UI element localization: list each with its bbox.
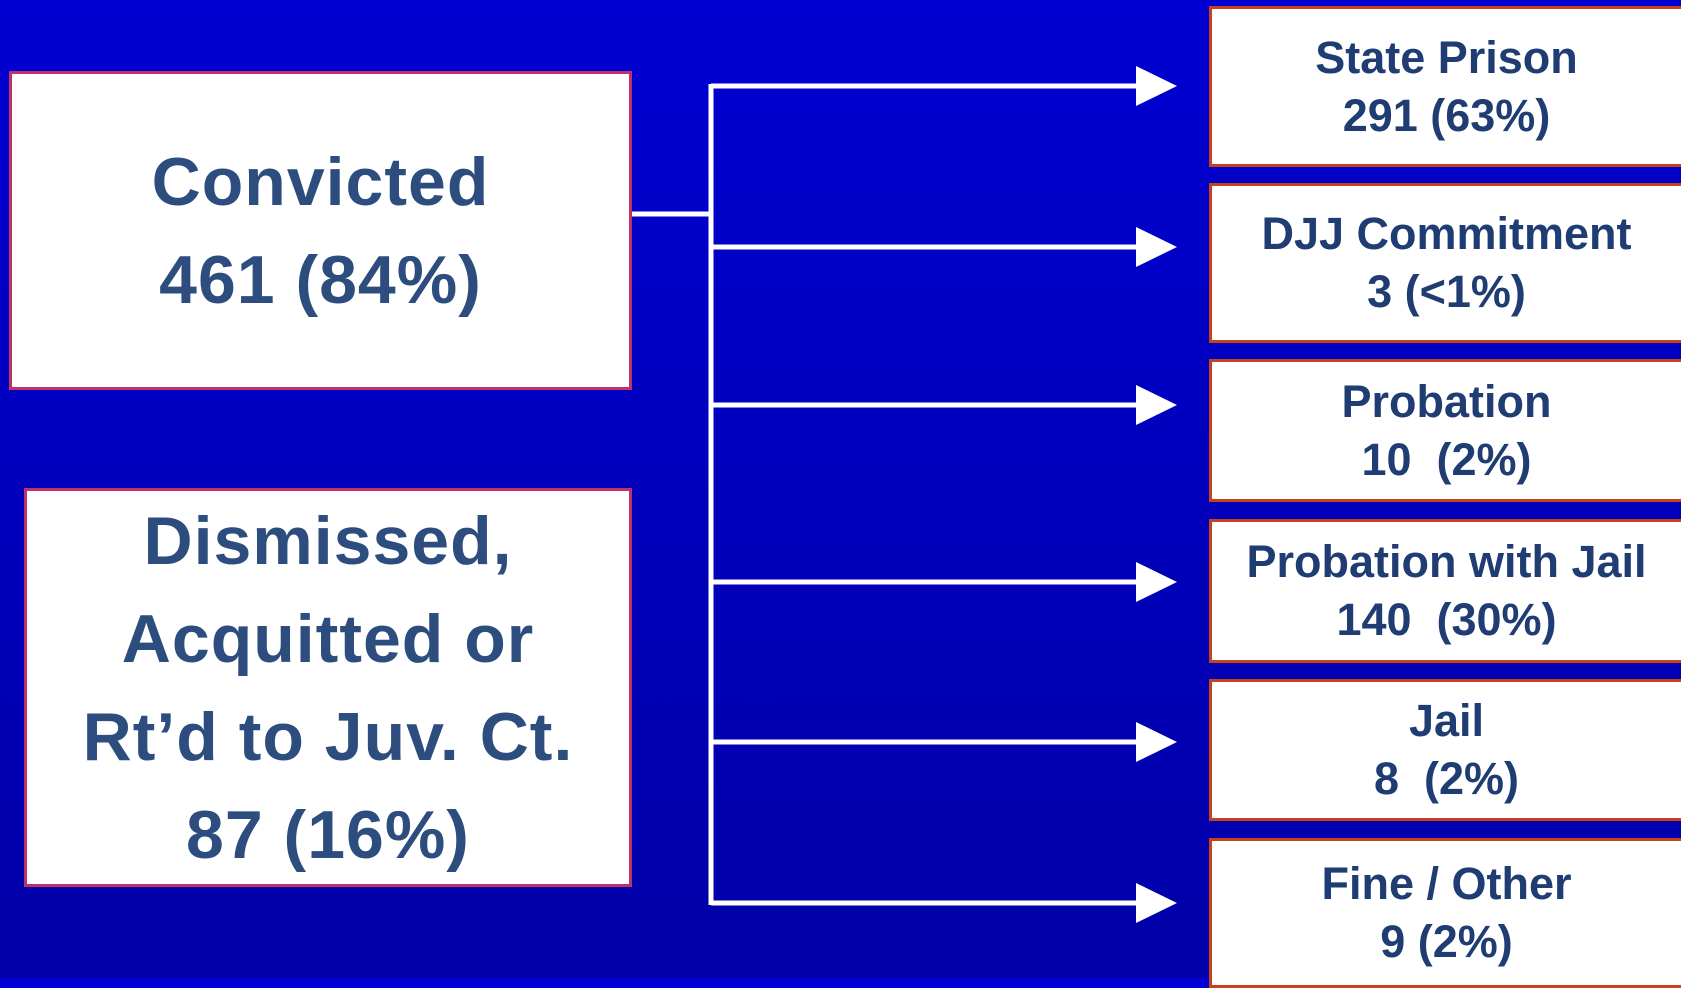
outcome-label: State Prison: [1315, 31, 1578, 83]
box-text: Dismissed,: [143, 502, 513, 579]
outcome-label: Jail: [1408, 695, 1485, 746]
outcome-value: 8 (2%): [1373, 753, 1520, 804]
outcome-label: Probation: [1341, 375, 1552, 427]
outcome-label: Probation with Jail: [1246, 536, 1647, 587]
outcome-label: DJJ Commitment: [1261, 208, 1632, 259]
outcome-value: 3 (<1%): [1367, 266, 1526, 317]
outcome-box: Jail 8 (2%): [1209, 679, 1681, 821]
outcome-box: DJJ Commitment 3 (<1%): [1209, 183, 1681, 343]
stage-box: Convicted 461 (84%): [9, 71, 632, 390]
outcome-value: 291 (63%): [1342, 89, 1551, 141]
outcome-box: Fine / Other 9 (2%): [1209, 838, 1681, 988]
box-text: Acquitted or: [121, 600, 535, 677]
box-text: Rt’d to Juv. Ct.: [82, 698, 574, 775]
outcome-box: Probation with Jail 140 (30%): [1209, 519, 1681, 663]
box-text: 461 (84%): [159, 241, 482, 318]
outcome-box: State Prison 291 (63%): [1209, 6, 1681, 167]
outcome-label: Fine / Other: [1321, 858, 1572, 909]
stage-box: Dismissed, Acquitted or Rt’d to Juv. Ct. 87…: [24, 488, 632, 887]
outcome-value: 9 (2%): [1380, 916, 1513, 967]
box-text: Convicted: [151, 143, 490, 220]
outcome-value: 10 (2%): [1361, 433, 1532, 485]
outcome-value: 140 (30%): [1336, 594, 1557, 645]
box-text: 87 (16%): [186, 796, 470, 873]
outcome-box: Probation 10 (2%): [1209, 359, 1681, 502]
